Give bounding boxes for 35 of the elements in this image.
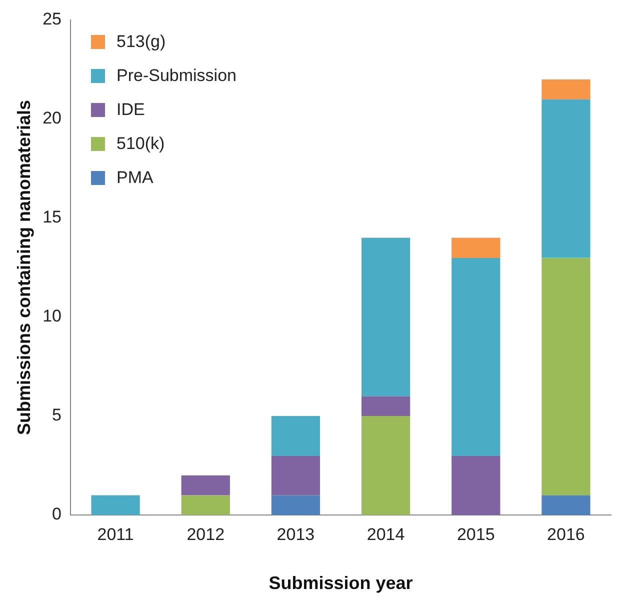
y-tick-label: 25 [42,10,62,29]
x-tick-label: 2014 [366,524,405,544]
bar [542,258,590,496]
y-tick-label: 5 [52,406,62,425]
bar [452,456,500,515]
legend-label: PMA [116,168,154,188]
bar [181,475,230,496]
x-tick-label: 2015 [456,524,495,544]
bar [452,258,500,456]
legend-label: 513(g) [116,32,166,52]
x-tick-label: 2016 [547,524,585,544]
bar [271,495,320,515]
bar [181,495,230,515]
legend-label: IDE [116,100,145,120]
bar [271,456,320,496]
bar [271,416,320,456]
y-tick-label: 20 [42,108,62,128]
bar [361,416,410,515]
bar [91,495,140,515]
bar [361,238,410,396]
y-tick-label: 10 [42,306,62,326]
y-tick-label: 15 [42,208,62,227]
x-tick-label: 2011 [97,524,134,544]
bar [542,99,590,258]
x-tick-label: 2013 [276,524,315,544]
x-axis-title: Submission year [268,573,413,594]
y-axis-title: Submissions containing nanomaterials [14,100,34,436]
bar [361,396,410,416]
bar [542,79,590,100]
bar [452,238,500,258]
legend-label: Pre-Submission [116,66,236,86]
bar [542,495,590,515]
legend-label: 510(k) [116,134,165,154]
x-tick-label: 2012 [186,524,225,544]
y-tick-label: 0 [52,504,62,524]
